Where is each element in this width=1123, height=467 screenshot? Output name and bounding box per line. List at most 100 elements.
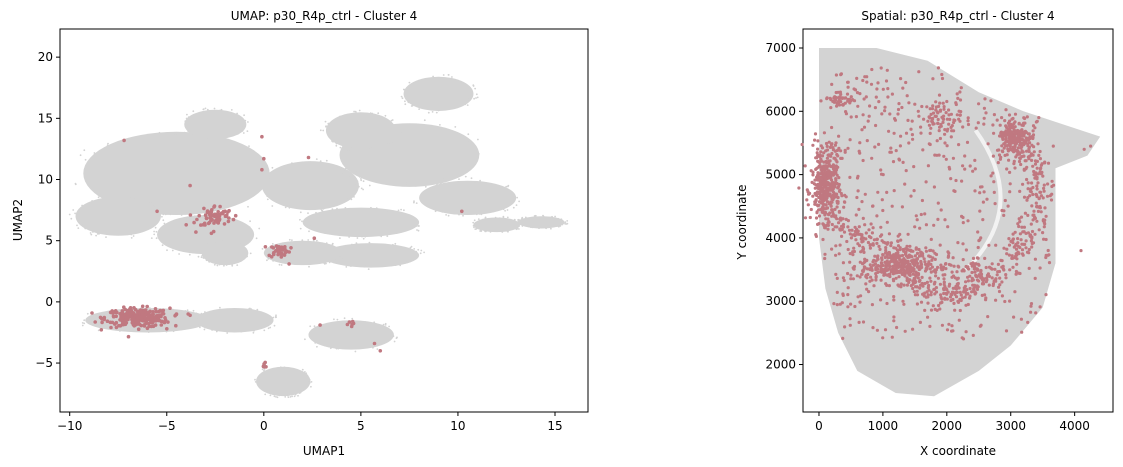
umap-background-point (161, 244, 164, 247)
umap-background-point (390, 141, 393, 144)
umap-background-point (235, 240, 238, 243)
umap-background-point (403, 262, 406, 264)
spatial-highlight-point (942, 291, 946, 296)
spatial-highlight-point (825, 96, 829, 100)
spatial-highlight-point (879, 168, 883, 172)
spatial-highlight-point (858, 92, 862, 96)
spatial-highlight-point (1042, 183, 1046, 187)
spatial-highlight-point (849, 273, 853, 277)
spatial-highlight-point (864, 259, 868, 263)
spatial-highlight-point (969, 262, 973, 266)
spatial-highlight-point (879, 66, 883, 70)
umap-background-point (95, 200, 98, 203)
umap-background-point (86, 312, 89, 315)
spatial-highlight-point (932, 223, 936, 227)
spatial-highlight-point (1033, 232, 1037, 236)
umap-background-point (372, 346, 374, 349)
spatial-highlight-point (994, 279, 998, 283)
spatial-highlight-point (970, 276, 974, 280)
spatial-highlight-point (811, 194, 815, 198)
spatial-highlight-point (1030, 204, 1034, 208)
umap-background-point (484, 230, 487, 232)
spatial-highlight-point (1031, 129, 1035, 133)
umap-background-point (319, 160, 322, 163)
umap-background-point (423, 251, 425, 254)
umap-background-point (542, 215, 545, 218)
spatial-highlight-point (911, 259, 915, 264)
spatial-highlight-point (880, 256, 884, 260)
spatial-highlight-point (933, 251, 937, 255)
spatial-highlight-point (939, 295, 943, 299)
umap-background-point (186, 113, 188, 116)
umap-background-point (442, 74, 445, 76)
spatial-highlight-point (951, 256, 955, 260)
spatial-highlight-point (826, 227, 830, 231)
spatial-highlight-point (994, 277, 998, 281)
umap-background-point (479, 179, 481, 182)
spatial-highlight-point (972, 290, 976, 294)
spatial-highlight-point (931, 77, 935, 81)
umap-background-point (81, 322, 84, 324)
umap-highlight-point (212, 204, 217, 208)
spatial-highlight-point (912, 189, 916, 193)
umap-background-point (275, 314, 277, 317)
umap-highlight-point (460, 209, 464, 214)
umap-background-point (358, 185, 360, 188)
umap-background-point (508, 204, 510, 207)
spatial-highlight-point (869, 222, 873, 226)
umap-background-point (184, 310, 187, 312)
umap-background-point (396, 133, 398, 136)
spatial-highlight-point (837, 252, 841, 256)
spatial-highlight-point (936, 66, 941, 70)
spatial-highlight-point (863, 223, 867, 227)
umap-background-point (494, 216, 497, 219)
x-tick-label: 0 (815, 419, 823, 433)
spatial-highlight-point (926, 315, 930, 319)
spatial-highlight-point (819, 182, 823, 186)
spatial-highlight-point (955, 92, 959, 96)
umap-highlight-point (102, 317, 106, 322)
spatial-highlight-point (952, 118, 956, 122)
spatial-highlight-point (1000, 294, 1005, 298)
umap-background-point (213, 263, 216, 266)
spatial-highlight-point (911, 137, 915, 141)
umap-highlight-point (122, 138, 126, 143)
umap-background-point (310, 329, 313, 332)
umap-highlight-point (155, 209, 159, 214)
spatial-highlight-point (854, 115, 859, 119)
spatial-highlight-point (918, 226, 922, 230)
umap-background-point (245, 253, 247, 255)
spatial-highlight-point (834, 195, 839, 199)
umap-background-point (301, 239, 304, 242)
umap-background-point (235, 114, 238, 116)
umap-background-point (83, 149, 86, 152)
spatial-highlight-point (902, 257, 906, 261)
umap-background-point (513, 218, 516, 221)
spatial-highlight-point (879, 278, 883, 282)
spatial-highlight-point (966, 219, 970, 223)
spatial-highlight-point (1000, 116, 1004, 120)
spatial-highlight-point (824, 141, 829, 146)
spatial-highlight-point (987, 265, 992, 269)
spatial-highlight-point (1018, 232, 1023, 236)
spatial-highlight-point (1016, 146, 1020, 150)
spatial-highlight-point (892, 189, 896, 193)
umap-background-point (319, 208, 322, 210)
spatial-highlight-point (957, 286, 961, 290)
spatial-highlight-point (998, 134, 1002, 138)
umap-background-point (270, 318, 273, 321)
spatial-highlight-point (838, 243, 842, 247)
spatial-highlight-point (885, 68, 889, 72)
spatial-highlight-point (859, 250, 863, 254)
spatial-highlight-point (1029, 222, 1033, 226)
umap-background-point (354, 350, 357, 353)
spatial-highlight-point (895, 269, 899, 273)
umap-background-region (75, 196, 161, 236)
spatial-highlight-point (842, 205, 846, 209)
spatial-highlight-point (861, 216, 865, 220)
spatial-highlight-point (1010, 132, 1014, 136)
umap-background-point (204, 311, 206, 313)
spatial-highlight-point (839, 73, 843, 77)
umap-background-point (252, 331, 255, 334)
umap-background-point (248, 228, 251, 230)
